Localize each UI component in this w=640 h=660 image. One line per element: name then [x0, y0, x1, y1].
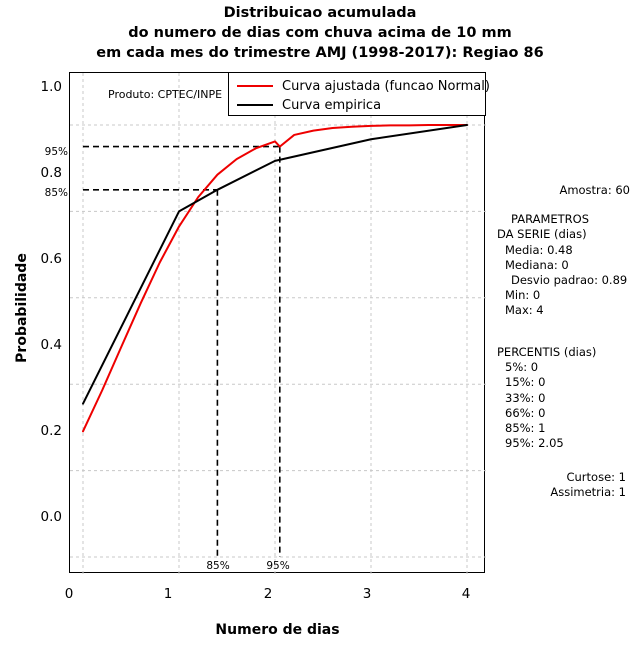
stat-p5: 5%: 0	[505, 360, 539, 375]
x-tick-4: 4	[461, 586, 471, 602]
guide-label-y-95: 95%	[44, 146, 68, 158]
x-axis-title: Numero de dias	[215, 622, 340, 638]
shape-stats-panel: Curtose: 1 Assimetria: 1	[489, 470, 640, 500]
legend: Curva ajustada (funcao Normal) Curva emp…	[228, 72, 490, 116]
guide-label-y-85: 85%	[44, 187, 68, 199]
legend-item-fitted: Curva ajustada (funcao Normal)	[237, 77, 490, 95]
y-tick-0: 0.0	[40, 509, 62, 525]
series-line	[82, 124, 468, 433]
x-tick-0: 0	[64, 586, 74, 602]
stat-parametros-header-1: PARAMETROS	[511, 212, 590, 227]
stat-p66: 66%: 0	[505, 405, 546, 420]
y-tick-5: 1.0	[40, 79, 62, 95]
title-line-3: em cada mes do trimestre AMJ (1998-2017)…	[96, 45, 544, 61]
stats-spacer	[489, 198, 640, 212]
guide-label-x-85: 85%	[206, 560, 230, 572]
stat-p33: 33%: 0	[505, 390, 546, 405]
stat-assimetria: Assimetria: 1	[550, 485, 626, 500]
produto-note: Produto: CPTEC/INPE	[108, 88, 223, 101]
x-tick-3: 3	[362, 586, 372, 602]
stat-mediana: Mediana: 0	[505, 257, 569, 272]
legend-label-empirical: Curva empirica	[282, 97, 382, 113]
y-tick-3: 0.6	[40, 251, 62, 267]
legend-item-empirical: Curva empirica	[237, 96, 381, 114]
legend-label-fitted: Curva ajustada (funcao Normal)	[282, 78, 490, 94]
stat-media: Media: 0.48	[505, 242, 573, 257]
y-tick-4: 0.8	[40, 165, 62, 181]
plot-canvas	[70, 73, 486, 574]
stat-p85: 85%: 1	[505, 421, 546, 436]
legend-swatch-empirical	[237, 104, 273, 106]
guide-label-x-95: 95%	[266, 560, 290, 572]
stat-curtose: Curtose: 1	[566, 470, 626, 484]
stat-p95: 95%: 2.05	[505, 436, 564, 451]
stat-desvio-padrao: Desvio padrao: 0.89	[511, 273, 628, 288]
page-title: Distribuicao acumulada do numero de dias…	[0, 3, 640, 63]
stat-min: Min: 0	[505, 288, 541, 303]
y-tick-1: 0.2	[40, 423, 62, 439]
stat-parametros-header-2: DA SERIE (dias)	[497, 227, 587, 242]
y-tick-2: 0.4	[40, 337, 62, 353]
stat-max: Max: 4	[505, 303, 544, 318]
stat-p15: 15%: 0	[505, 375, 546, 390]
stat-amostra: Amostra: 60	[559, 183, 630, 197]
stat-percentis-header: PERCENTIS (dias)	[497, 345, 597, 359]
x-tick-1: 1	[163, 586, 173, 602]
series-line	[82, 124, 468, 405]
legend-swatch-fitted	[237, 85, 273, 87]
title-line-2: do numero de dias com chuva acima de 10 …	[128, 25, 512, 41]
stats-panel: Amostra: 60 PARAMETROS DA SERIE (dias) M…	[489, 183, 640, 319]
y-axis-title: Probabilidade	[14, 253, 30, 363]
title-line-1: Distribuicao acumulada	[223, 5, 417, 21]
percentis-panel: PERCENTIS (dias) 5%: 0 15%: 0 33%: 0 66%…	[489, 345, 640, 451]
plot-area	[69, 72, 486, 574]
x-tick-2: 2	[263, 586, 273, 602]
